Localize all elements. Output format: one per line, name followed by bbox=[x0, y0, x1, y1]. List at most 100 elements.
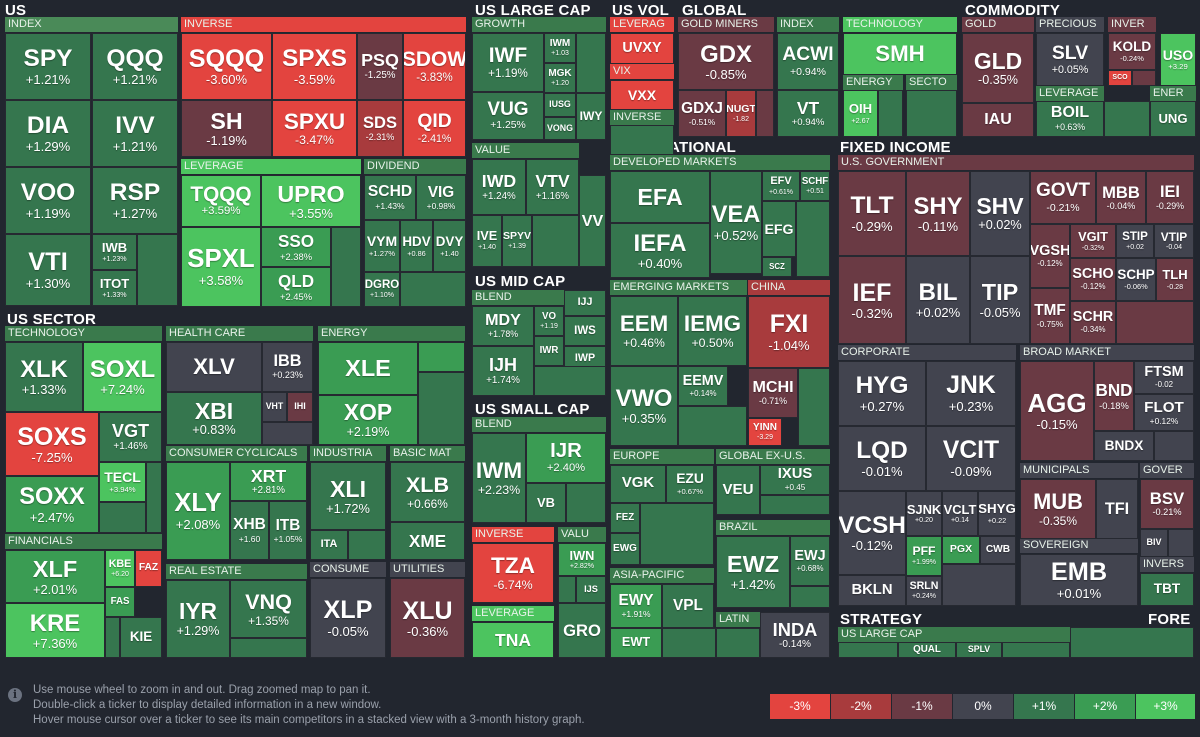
ticker-tile-tqqq[interactable]: TQQQ +3.59% bbox=[181, 175, 261, 227]
ticker-tile-small[interactable] bbox=[534, 366, 606, 396]
ticker-tile-ewj[interactable]: EWJ +0.68% bbox=[790, 536, 830, 586]
ticker-tile-bnd[interactable]: BND -0.18% bbox=[1094, 361, 1134, 431]
ticker-tile-vo[interactable]: VO +1.19 bbox=[534, 306, 564, 336]
ticker-tile-kie[interactable]: KIE bbox=[120, 617, 162, 658]
ticker-tile-agg[interactable]: AGG -0.15% bbox=[1020, 361, 1094, 461]
ticker-tile-small[interactable] bbox=[99, 502, 146, 533]
ticker-tile-spxs[interactable]: SPXS -3.59% bbox=[272, 33, 357, 100]
ticker-tile-efg[interactable]: EFG bbox=[762, 201, 796, 257]
group-header-leverage[interactable]: LEVERAGE bbox=[472, 606, 554, 621]
ticker-tile-vcsh[interactable]: VCSH -0.12% bbox=[838, 491, 906, 575]
ticker-tile-tmf[interactable]: TMF -0.75% bbox=[1030, 288, 1070, 344]
ticker-tile-govt[interactable]: GOVT -0.21% bbox=[1030, 171, 1096, 224]
ticker-tile-small[interactable] bbox=[558, 576, 576, 603]
ticker-tile-voo[interactable]: VOO +1.19% bbox=[5, 167, 91, 234]
ticker-tile-iwm[interactable]: IWM +2.23% bbox=[472, 433, 526, 523]
ticker-tile-yinn[interactable]: YINN -3.29 bbox=[748, 418, 782, 446]
ticker-tile-small[interactable] bbox=[640, 503, 714, 565]
ticker-tile-tlt[interactable]: TLT -0.29% bbox=[838, 171, 906, 256]
ticker-tile-small[interactable] bbox=[1132, 70, 1156, 86]
ticker-tile-xlf[interactable]: XLF +2.01% bbox=[5, 550, 105, 603]
group-header-industria[interactable]: INDUSTRIA bbox=[310, 446, 386, 461]
ticker-tile-shyg[interactable]: SHYG +0.22 bbox=[978, 491, 1016, 536]
ticker-tile-soxs[interactable]: SOXS -7.25% bbox=[5, 412, 99, 476]
ticker-tile-gdx[interactable]: GDX -0.85% bbox=[678, 33, 774, 90]
group-header-technology[interactable]: TECHNOLOGY bbox=[5, 326, 162, 341]
ticker-tile-bndx[interactable]: BNDX bbox=[1094, 431, 1154, 461]
ticker-tile-tbt[interactable]: TBT bbox=[1140, 573, 1194, 606]
ticker-tile-small[interactable] bbox=[230, 638, 307, 658]
ticker-tile-small[interactable] bbox=[418, 342, 465, 372]
ticker-tile-small[interactable] bbox=[146, 462, 162, 533]
ticker-tile-sds[interactable]: SDS -2.31% bbox=[357, 100, 403, 157]
ticker-tile-vt[interactable]: VT +0.94% bbox=[777, 90, 839, 137]
ticker-tile-xme[interactable]: XME bbox=[390, 522, 465, 560]
ticker-tile-xhb[interactable]: XHB +1.60 bbox=[230, 501, 269, 560]
ticker-tile-vwo[interactable]: VWO +0.35% bbox=[610, 366, 678, 446]
group-header-value[interactable]: VALUE bbox=[472, 143, 579, 158]
ticker-tile-schr[interactable]: SCHR -0.34% bbox=[1070, 301, 1116, 344]
ticker-tile-vig[interactable]: VIG +0.98% bbox=[416, 175, 466, 220]
ticker-tile-ijr[interactable]: IJR +2.40% bbox=[526, 433, 606, 483]
ticker-tile-veu[interactable]: VEU bbox=[716, 465, 760, 515]
ticker-tile-small[interactable] bbox=[798, 368, 830, 446]
ticker-tile-small[interactable] bbox=[576, 33, 606, 93]
ticker-tile-vht[interactable]: VHT bbox=[262, 392, 287, 422]
ticker-tile-spxl[interactable]: SPXL +3.58% bbox=[181, 227, 261, 307]
ticker-tile-ewt[interactable]: EWT bbox=[610, 628, 662, 658]
ticker-tile-vb[interactable]: VB bbox=[526, 483, 566, 523]
ticker-tile-xrt[interactable]: XRT +2.81% bbox=[230, 462, 307, 501]
group-header-consumer-cyclicals[interactable]: CONSUMER CYCLICALS bbox=[166, 446, 307, 461]
ticker-tile-ung[interactable]: UNG bbox=[1150, 101, 1196, 137]
ticker-tile-vclt[interactable]: VCLT +0.14 bbox=[942, 491, 978, 536]
ticker-tile-fxi[interactable]: FXI -1.04% bbox=[748, 296, 830, 368]
ticker-tile-ewz[interactable]: EWZ +1.42% bbox=[716, 536, 790, 608]
group-header-latin[interactable]: LATIN bbox=[716, 612, 760, 627]
ticker-tile-xlp[interactable]: XLP -0.05% bbox=[310, 578, 386, 658]
group-header-emerging-markets[interactable]: EMERGING MARKETS bbox=[610, 280, 747, 295]
ticker-tile-hyg[interactable]: HYG +0.27% bbox=[838, 361, 926, 426]
ticker-tile-qual[interactable]: QUAL bbox=[898, 642, 956, 658]
ticker-tile-vug[interactable]: VUG +1.25% bbox=[472, 92, 544, 140]
ticker-tile-iusg[interactable]: IUSG bbox=[544, 93, 576, 117]
ticker-tile-xlu[interactable]: XLU -0.36% bbox=[390, 578, 465, 658]
ticker-tile-tip[interactable]: TIP -0.05% bbox=[970, 256, 1030, 344]
ticker-tile-pff[interactable]: PFF +1.99% bbox=[906, 536, 942, 576]
ticker-tile-hdv[interactable]: HDV +0.86 bbox=[400, 220, 433, 272]
ticker-tile-xbi[interactable]: XBI +0.83% bbox=[166, 392, 262, 445]
ticker-tile-ijj[interactable]: IJJ bbox=[564, 290, 606, 316]
ticker-tile-small[interactable] bbox=[532, 215, 579, 267]
group-header-inverse[interactable]: INVERSE bbox=[181, 17, 466, 32]
group-header-developed-markets[interactable]: DEVELOPED MARKETS bbox=[610, 155, 830, 170]
ticker-tile-ewy[interactable]: EWY +1.91% bbox=[610, 584, 662, 628]
ticker-tile-xlb[interactable]: XLB +0.66% bbox=[390, 462, 465, 522]
group-header-leverage[interactable]: LEVERAGE bbox=[1036, 86, 1104, 101]
ticker-tile-vea[interactable]: VEA +0.52% bbox=[710, 171, 762, 274]
ticker-tile-xli[interactable]: XLI +1.72% bbox=[310, 462, 386, 530]
ticker-tile-shv[interactable]: SHV +0.02% bbox=[970, 171, 1030, 256]
ticker-tile-vcit[interactable]: VCIT -0.09% bbox=[926, 426, 1016, 491]
ticker-tile-fas[interactable]: FAS bbox=[105, 587, 135, 617]
ticker-tile-small[interactable] bbox=[610, 125, 674, 155]
ticker-tile-dia[interactable]: DIA +1.29% bbox=[5, 100, 91, 167]
ticker-tile-ixus[interactable]: IXUS +0.45 bbox=[760, 465, 830, 495]
ticker-tile-iws[interactable]: IWS bbox=[564, 316, 606, 346]
ticker-tile-small[interactable] bbox=[105, 617, 120, 658]
ticker-tile-small[interactable] bbox=[678, 406, 747, 446]
ticker-tile-rsp[interactable]: RSP +1.27% bbox=[92, 167, 178, 234]
ticker-tile-vxx[interactable]: VXX bbox=[610, 80, 674, 110]
group-header-gold-miners[interactable]: GOLD MINERS bbox=[678, 17, 774, 32]
ticker-tile-small[interactable] bbox=[262, 422, 313, 445]
ticker-tile-ijs[interactable]: IJS bbox=[576, 576, 606, 603]
ticker-tile-soxx[interactable]: SOXX +2.47% bbox=[5, 476, 99, 533]
ticker-tile-vgk[interactable]: VGK bbox=[610, 465, 666, 503]
ticker-tile-biv[interactable]: BIV bbox=[1140, 529, 1168, 557]
ticker-tile-iau[interactable]: IAU bbox=[962, 103, 1034, 137]
group-header-broad-market[interactable]: BROAD MARKET bbox=[1020, 345, 1194, 360]
ticker-tile-small[interactable] bbox=[662, 628, 716, 658]
ticker-tile-tza[interactable]: TZA -6.74% bbox=[472, 543, 554, 603]
ticker-tile-gro[interactable]: GRO bbox=[558, 603, 606, 658]
ticker-tile-vong[interactable]: VONG bbox=[544, 117, 576, 140]
ticker-tile-qid[interactable]: QID -2.41% bbox=[403, 100, 466, 157]
ticker-tile-qqq[interactable]: QQQ +1.21% bbox=[92, 33, 178, 100]
